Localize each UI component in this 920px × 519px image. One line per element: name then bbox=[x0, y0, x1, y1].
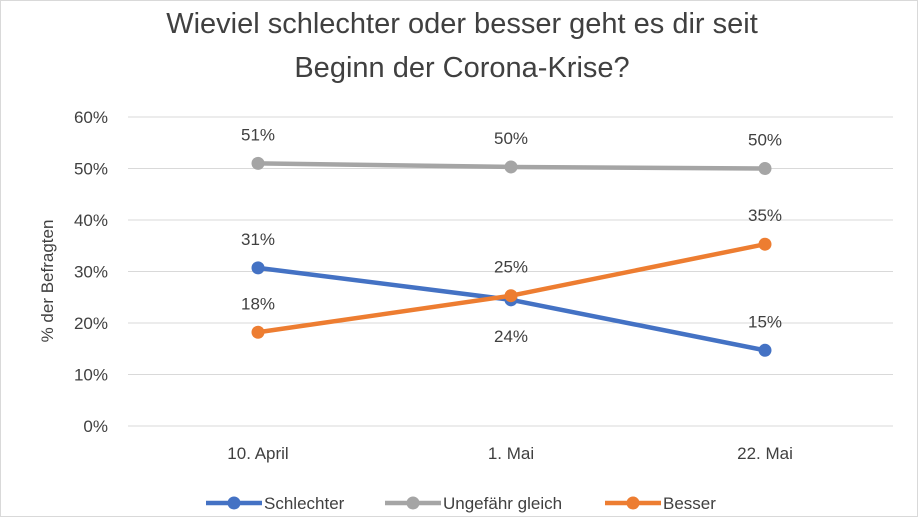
series-layer bbox=[251, 156, 772, 357]
legend-label-2: Besser bbox=[663, 494, 716, 513]
series-0-label-2: 15% bbox=[748, 312, 782, 331]
series-1-label-0: 51% bbox=[241, 125, 275, 144]
chart-title-line-2: Beginn der Corona-Krise? bbox=[294, 52, 629, 84]
x-tick-label-1: 1. Mai bbox=[488, 444, 534, 463]
series-0-label-0: 31% bbox=[241, 230, 275, 249]
series-1-point-1 bbox=[504, 160, 518, 174]
y-tick-labels: 0% 10% 20% 30% 40% 50% 60% bbox=[74, 108, 108, 436]
data-labels: 31% 24% 15% 51% 50% 50% 18% 25% 35% bbox=[241, 125, 782, 345]
series-1-label-1: 50% bbox=[494, 129, 528, 148]
series-2-point-1 bbox=[504, 289, 518, 303]
legend-marker-0 bbox=[227, 496, 241, 510]
chart-title-line-1: Wieviel schlechter oder besser geht es d… bbox=[166, 8, 758, 40]
series-0-label-1: 24% bbox=[494, 327, 528, 346]
legend: Schlechter Ungefähr gleich Besser bbox=[206, 494, 716, 513]
series-0-point-2 bbox=[758, 343, 772, 357]
legend-label-1: Ungefähr gleich bbox=[443, 494, 562, 513]
series-2-point-0 bbox=[251, 325, 265, 339]
y-tick-label-0: 0% bbox=[83, 417, 108, 436]
y-tick-label-50: 50% bbox=[74, 160, 108, 179]
series-2-label-2: 35% bbox=[748, 206, 782, 225]
y-tick-label-20: 20% bbox=[74, 314, 108, 333]
y-tick-label-30: 30% bbox=[74, 263, 108, 282]
series-1-label-2: 50% bbox=[748, 131, 782, 150]
series-1-point-0 bbox=[251, 156, 265, 170]
legend-marker-2 bbox=[626, 496, 640, 510]
series-0-point-0 bbox=[251, 261, 265, 275]
legend-marker-1 bbox=[406, 496, 420, 510]
x-tick-label-2: 22. Mai bbox=[737, 444, 793, 463]
legend-label-0: Schlechter bbox=[264, 494, 345, 513]
y-tick-label-10: 10% bbox=[74, 366, 108, 385]
x-tick-labels: 10. April 1. Mai 22. Mai bbox=[227, 444, 793, 463]
y-tick-label-60: 60% bbox=[74, 108, 108, 127]
series-2-point-2 bbox=[758, 237, 772, 251]
series-1-point-2 bbox=[758, 162, 772, 175]
y-axis-title: % der Befragten bbox=[38, 220, 57, 343]
series-2-label-1: 25% bbox=[494, 258, 528, 277]
y-tick-label-40: 40% bbox=[74, 211, 108, 230]
series-2-label-0: 18% bbox=[241, 294, 275, 313]
x-tick-label-0: 10. April bbox=[227, 444, 288, 463]
